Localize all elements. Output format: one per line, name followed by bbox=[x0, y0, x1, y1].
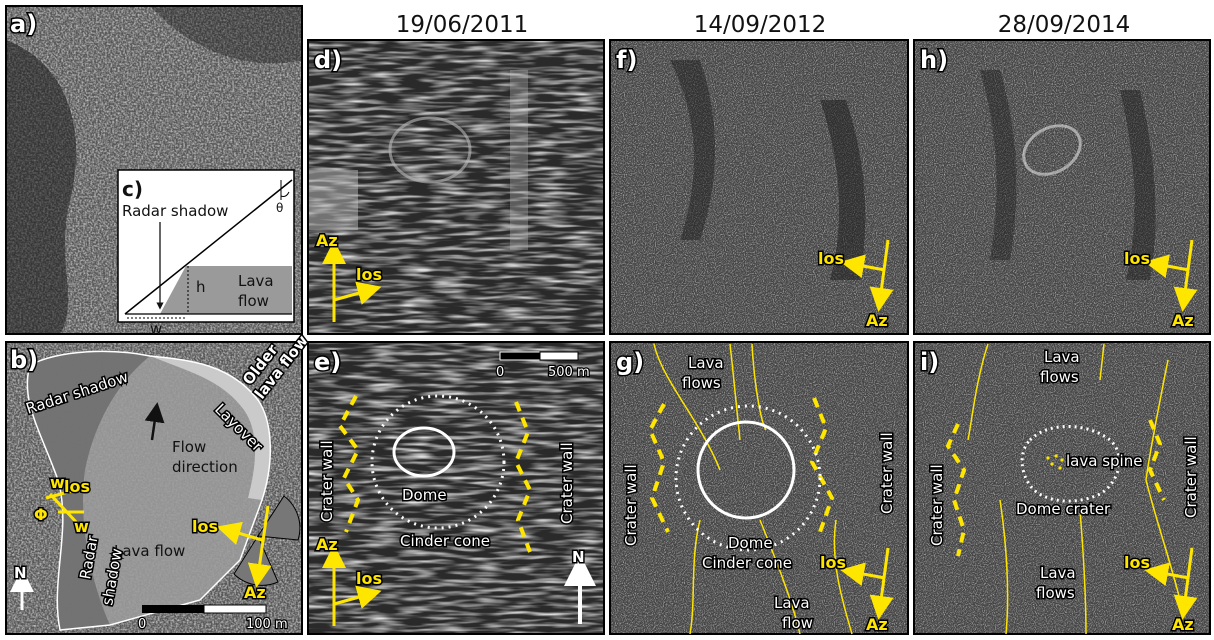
i-los-label: los bbox=[1124, 553, 1150, 572]
b-north-arrow: N bbox=[10, 563, 34, 610]
f-los-label: los bbox=[818, 249, 844, 268]
panel-c-inset: c) Radar shadow θ h Lava flow w bbox=[117, 169, 295, 338]
b-wlos-label: w bbox=[50, 473, 65, 492]
date-label-2012: 14/09/2012 bbox=[694, 12, 827, 38]
e-cinder-cone-label: Cinder cone bbox=[400, 532, 490, 550]
c-radar-shadow-label: Radar shadow bbox=[122, 202, 228, 220]
c-lava-label-1: Lava bbox=[238, 272, 274, 290]
i-lava-spine-label: lava spine bbox=[1066, 452, 1142, 470]
g-crater-wall-left: Crater wall bbox=[622, 464, 640, 546]
panel-e-label: e) bbox=[314, 348, 341, 376]
c-lava-label-2: flow bbox=[238, 292, 269, 310]
b-look-direction-indicator: los Az bbox=[191, 495, 301, 604]
date-label-2014: 28/09/2014 bbox=[998, 12, 1131, 38]
i-lava-flows-top-2: flows bbox=[1040, 368, 1079, 386]
e-crater-wall-left: Crater wall bbox=[318, 440, 336, 522]
e-az-label: Az bbox=[316, 535, 338, 554]
panel-a: a) c) Radar shadow θ h Lava flow w bbox=[5, 5, 303, 338]
b-flow-direction-1: Flow bbox=[172, 438, 206, 456]
e-north-arrow: N bbox=[564, 547, 596, 624]
panel-g-label: g) bbox=[616, 348, 644, 376]
b-phi-label: Φ bbox=[34, 505, 48, 524]
g-az-label: Az bbox=[866, 615, 888, 634]
g-lava-flow-2: flow bbox=[782, 614, 813, 632]
f-az-label: Az bbox=[866, 311, 888, 330]
b-flow-direction-2: direction bbox=[172, 458, 238, 476]
e-north-label: N bbox=[572, 548, 585, 566]
panel-i: i) Lava flows Crater wall Crater wall la… bbox=[913, 341, 1211, 636]
panel-e: e) Crater wall Crater wall Dome Cinder c… bbox=[307, 341, 605, 635]
c-h-label: h bbox=[196, 278, 206, 296]
e-scale-end: 500 m bbox=[548, 365, 590, 380]
b-north-label: N bbox=[14, 564, 27, 582]
i-lava-flows-top-1: Lava bbox=[1044, 348, 1080, 366]
i-lava-flows-bottom-2: flows bbox=[1036, 584, 1075, 602]
d-los-label: los bbox=[356, 265, 382, 284]
panel-d-label: d) bbox=[314, 46, 342, 74]
h-los-label: los bbox=[1124, 249, 1150, 268]
i-az-label: Az bbox=[1172, 615, 1194, 634]
g-lava-flows-1: Lava bbox=[688, 354, 724, 372]
panel-g: g) Lava flows Crater wall Crater wall Do… bbox=[609, 341, 909, 636]
panel-b-label: b) bbox=[10, 346, 38, 374]
b-wlos-sub: los bbox=[64, 477, 90, 496]
b-lava-flow: Lava flow bbox=[114, 542, 185, 560]
e-scale-start: 0 bbox=[496, 365, 504, 380]
i-crater-wall-right: Crater wall bbox=[1182, 436, 1200, 518]
i-dome-crater-label: Dome crater bbox=[1016, 500, 1111, 518]
e-scale-bar: 0 500 m bbox=[495, 351, 591, 381]
c-w-label: w bbox=[150, 320, 162, 338]
e-los-label: los bbox=[356, 569, 382, 588]
panel-f: f) los Az bbox=[609, 39, 909, 335]
b-w-label: w bbox=[74, 517, 89, 536]
g-los-label: los bbox=[820, 553, 846, 572]
panel-i-label: i) bbox=[920, 348, 939, 376]
panel-h-label: h) bbox=[920, 46, 948, 74]
i-crater-wall-left: Crater wall bbox=[928, 464, 946, 546]
panel-f-label: f) bbox=[616, 46, 637, 74]
c-theta: θ bbox=[276, 201, 283, 215]
e-crater-wall-right: Crater wall bbox=[558, 442, 576, 524]
panel-c-label: c) bbox=[122, 177, 143, 201]
panel-h: h) los Az bbox=[913, 39, 1211, 335]
g-lava-flows-2: flows bbox=[682, 374, 721, 392]
d-az-label: Az bbox=[316, 231, 338, 250]
b-scale-end: 100 m bbox=[246, 617, 288, 632]
panel-a-label: a) bbox=[10, 10, 37, 38]
i-lava-flows-bottom-1: Lava bbox=[1040, 564, 1076, 582]
panel-d: d) Az los bbox=[307, 39, 605, 335]
g-lava-flow-1: Lava bbox=[774, 594, 810, 612]
g-cinder-cone-label: Cinder cone bbox=[702, 554, 792, 572]
b-los-label: los bbox=[192, 517, 218, 536]
b-width-triangle: w los Φ w bbox=[33, 472, 92, 538]
panel-b: b) Radar shadow Older lava flow Layover … bbox=[5, 330, 313, 635]
g-dome-label: Dome bbox=[728, 534, 773, 552]
b-scale-bar: 0 100 m bbox=[137, 604, 289, 633]
b-az-label: Az bbox=[244, 583, 266, 602]
e-dome-label: Dome bbox=[402, 486, 447, 504]
date-label-2011: 19/06/2011 bbox=[396, 12, 529, 38]
b-scale-start: 0 bbox=[138, 617, 146, 632]
g-crater-wall-right: Crater wall bbox=[878, 432, 896, 514]
h-az-label: Az bbox=[1172, 311, 1194, 330]
